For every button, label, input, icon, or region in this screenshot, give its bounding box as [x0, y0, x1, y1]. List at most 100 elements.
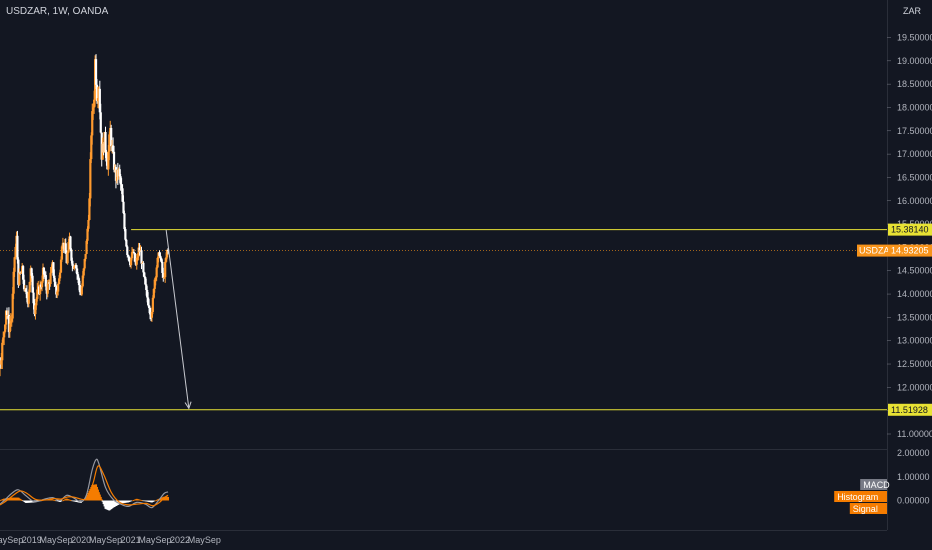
candle-body[interactable]	[83, 258, 86, 269]
candle-body[interactable]	[9, 321, 12, 324]
candle-body[interactable]	[147, 305, 151, 308]
candle-body[interactable]	[137, 247, 140, 257]
candle-body[interactable]	[112, 151, 116, 170]
candle-body[interactable]	[166, 249, 170, 251]
candle-body[interactable]	[158, 252, 161, 256]
candle-body[interactable]	[130, 252, 134, 259]
candle-body[interactable]	[18, 272, 21, 285]
candle-body[interactable]	[64, 243, 67, 254]
candle-body[interactable]	[85, 240, 88, 254]
candle-body[interactable]	[28, 281, 31, 293]
candle-body[interactable]	[145, 284, 148, 290]
candle-body[interactable]	[43, 274, 46, 276]
candle-body[interactable]	[7, 314, 11, 333]
candle-body[interactable]	[44, 275, 47, 287]
candle-body[interactable]	[107, 151, 110, 170]
price-candles[interactable]	[0, 54, 170, 415]
candle-body[interactable]	[164, 261, 167, 278]
candle-body[interactable]	[75, 268, 79, 275]
candle-body[interactable]	[73, 266, 76, 269]
candle-body[interactable]	[135, 257, 138, 265]
candle-body[interactable]	[153, 279, 156, 289]
candle-body[interactable]	[60, 246, 64, 260]
candle-body[interactable]	[122, 201, 125, 214]
candle-body[interactable]	[59, 259, 63, 273]
candle-body[interactable]	[30, 268, 33, 276]
candle-body[interactable]	[88, 198, 91, 220]
candle-body[interactable]	[96, 98, 100, 102]
candle-body[interactable]	[146, 289, 149, 298]
signal-line[interactable]	[0, 465, 169, 507]
candle-body[interactable]	[77, 278, 81, 286]
candle-body[interactable]	[2, 337, 5, 343]
candle-body[interactable]	[69, 236, 72, 250]
candle-body[interactable]	[99, 112, 102, 133]
candle-body[interactable]	[125, 239, 128, 247]
macd-line[interactable]	[0, 458, 169, 509]
candle-body[interactable]	[54, 281, 57, 286]
candle-body[interactable]	[67, 242, 70, 253]
candle-body[interactable]	[1, 342, 4, 361]
candle-body[interactable]	[132, 252, 136, 254]
candle-body[interactable]	[152, 288, 155, 298]
projection-arrow-line[interactable]	[165, 229, 190, 409]
candle-body[interactable]	[76, 274, 80, 279]
candle-body[interactable]	[128, 256, 131, 262]
candle-body[interactable]	[165, 257, 168, 262]
candle-body[interactable]	[140, 250, 143, 264]
candle-body[interactable]	[46, 283, 49, 294]
candle-body[interactable]	[162, 272, 165, 278]
time-axis[interactable]: Sep2018MaySep2019MaySep2020MaySep2021May…	[0, 530, 887, 546]
candle-body[interactable]	[5, 310, 9, 316]
candle-body[interactable]	[104, 132, 107, 153]
candle-body[interactable]	[0, 361, 1, 377]
candle-body[interactable]	[57, 278, 61, 284]
macd-pane[interactable]	[0, 458, 170, 511]
price-axis[interactable]: 19.50000 19.00000 18.50000 18.00000 17.50000…	[857, 33, 932, 440]
candle-body[interactable]	[66, 252, 69, 264]
candle-body[interactable]	[120, 184, 123, 189]
candle-body[interactable]	[42, 267, 46, 275]
candle-body[interactable]	[126, 246, 129, 255]
candle-body[interactable]	[142, 262, 145, 273]
candle-body[interactable]	[155, 267, 158, 278]
candle-body[interactable]	[124, 229, 127, 240]
candle-body[interactable]	[148, 307, 152, 315]
candle-body[interactable]	[138, 247, 141, 252]
candle-body[interactable]	[84, 253, 87, 259]
candle-body[interactable]	[92, 107, 95, 112]
candle-body[interactable]	[71, 260, 74, 266]
candle-body[interactable]	[154, 277, 157, 280]
candle-body[interactable]	[20, 272, 23, 274]
candle-body[interactable]	[41, 267, 45, 282]
candle-body[interactable]	[25, 291, 28, 299]
candle-body[interactable]	[82, 268, 85, 276]
candle-body[interactable]	[24, 289, 28, 292]
candle-body[interactable]	[55, 285, 58, 295]
candle-body[interactable]	[98, 88, 101, 113]
candle-body[interactable]	[8, 323, 11, 333]
candle-body[interactable]	[22, 279, 26, 290]
candle-body[interactable]	[90, 135, 93, 160]
candle-body[interactable]	[36, 289, 39, 299]
macd-axis[interactable]: 2.00000 1.00000 0.00000 MACD Histogram Signal	[834, 448, 930, 514]
candle-body[interactable]	[57, 283, 60, 292]
candle-body[interactable]	[133, 253, 136, 262]
candle-body[interactable]	[165, 249, 169, 258]
candle-body[interactable]	[110, 127, 113, 147]
candle-body[interactable]	[27, 292, 30, 304]
candle-body[interactable]	[0, 360, 3, 365]
candle-body[interactable]	[53, 275, 56, 282]
candle-body[interactable]	[163, 277, 166, 279]
candle-body[interactable]	[78, 285, 82, 293]
candle-body[interactable]	[56, 291, 59, 295]
candle-body[interactable]	[159, 255, 162, 259]
candle-body[interactable]	[89, 159, 92, 199]
candle-body[interactable]	[14, 246, 17, 258]
candle-body[interactable]	[40, 281, 44, 288]
candle-body[interactable]	[10, 318, 13, 322]
candle-body[interactable]	[16, 235, 19, 260]
candle-body[interactable]	[119, 176, 122, 185]
candle-body[interactable]	[3, 331, 6, 338]
